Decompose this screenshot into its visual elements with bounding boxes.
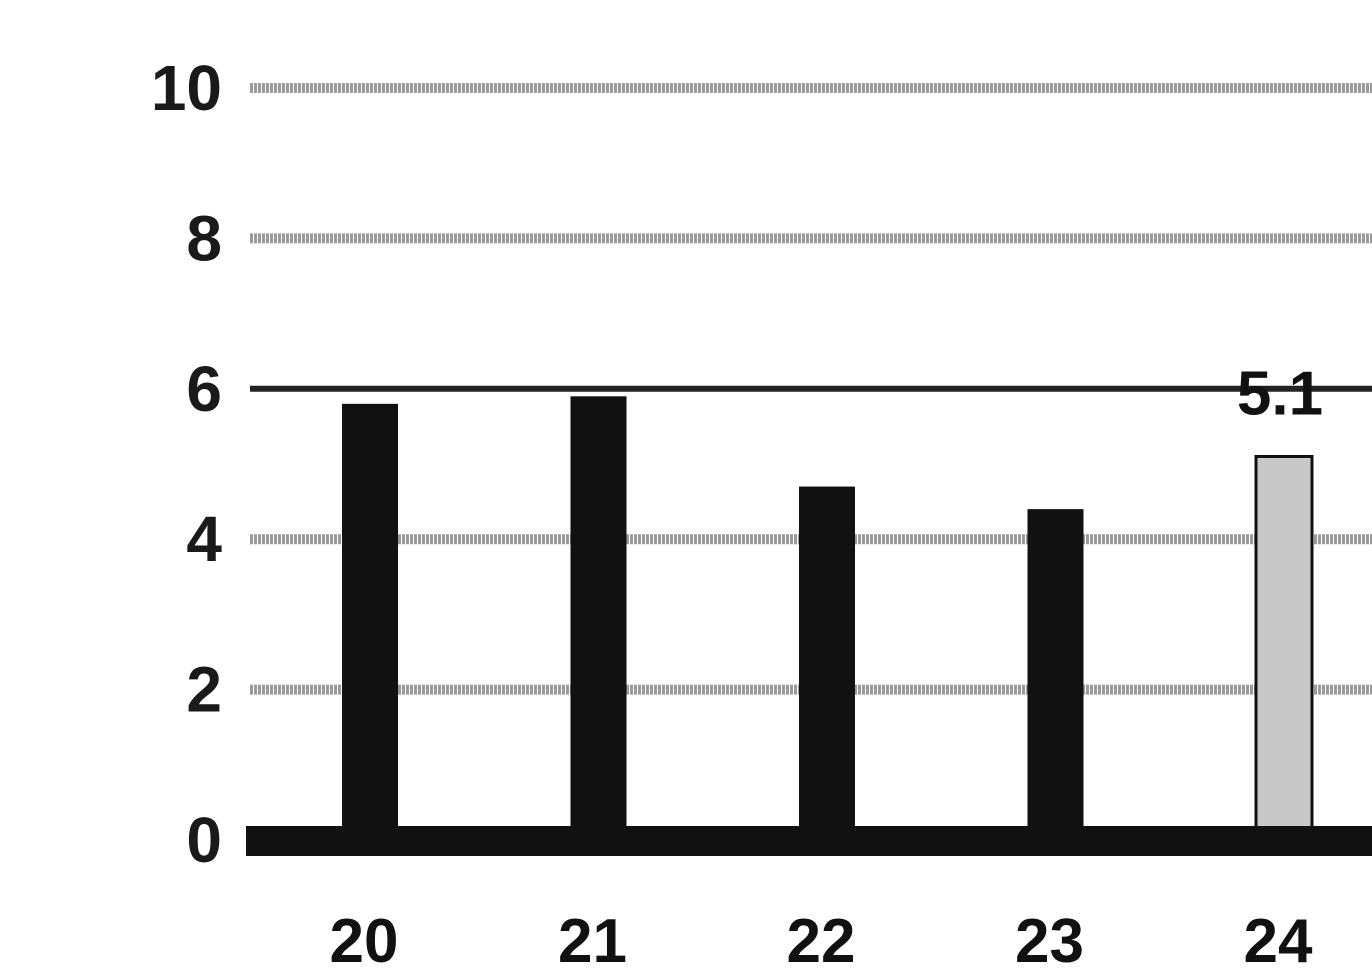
x-tick-label: 24	[1244, 907, 1313, 974]
bars	[342, 396, 1314, 842]
baseline	[246, 826, 1372, 856]
x-tick-label: 20	[330, 907, 399, 974]
y-axis-ticks: 0 2 4 6 8 10	[151, 52, 223, 876]
x-tick-label: 23	[1015, 907, 1084, 974]
data-labels: 5.1	[1237, 359, 1323, 428]
x-axis-ticks: 20 21 22 23 24	[330, 907, 1313, 976]
data-label-24: 5.1	[1237, 359, 1323, 428]
y-tick-label: 2	[186, 654, 222, 726]
bar-21	[570, 396, 627, 840]
x-axis-baseline	[246, 826, 1372, 856]
x-tick-label: 21	[558, 907, 627, 974]
x-tick-label: 22	[787, 907, 856, 974]
y-tick-label: 6	[186, 353, 222, 425]
y-tick-label: 10	[151, 52, 222, 124]
y-tick-label: 8	[186, 202, 222, 274]
bar-23	[1027, 509, 1084, 840]
bar-22	[799, 486, 855, 840]
y-tick-label: 0	[186, 804, 222, 876]
bar-24	[1254, 454, 1314, 842]
gridlines	[250, 83, 1372, 695]
y-tick-label: 4	[186, 503, 222, 575]
bar-20	[342, 403, 398, 840]
